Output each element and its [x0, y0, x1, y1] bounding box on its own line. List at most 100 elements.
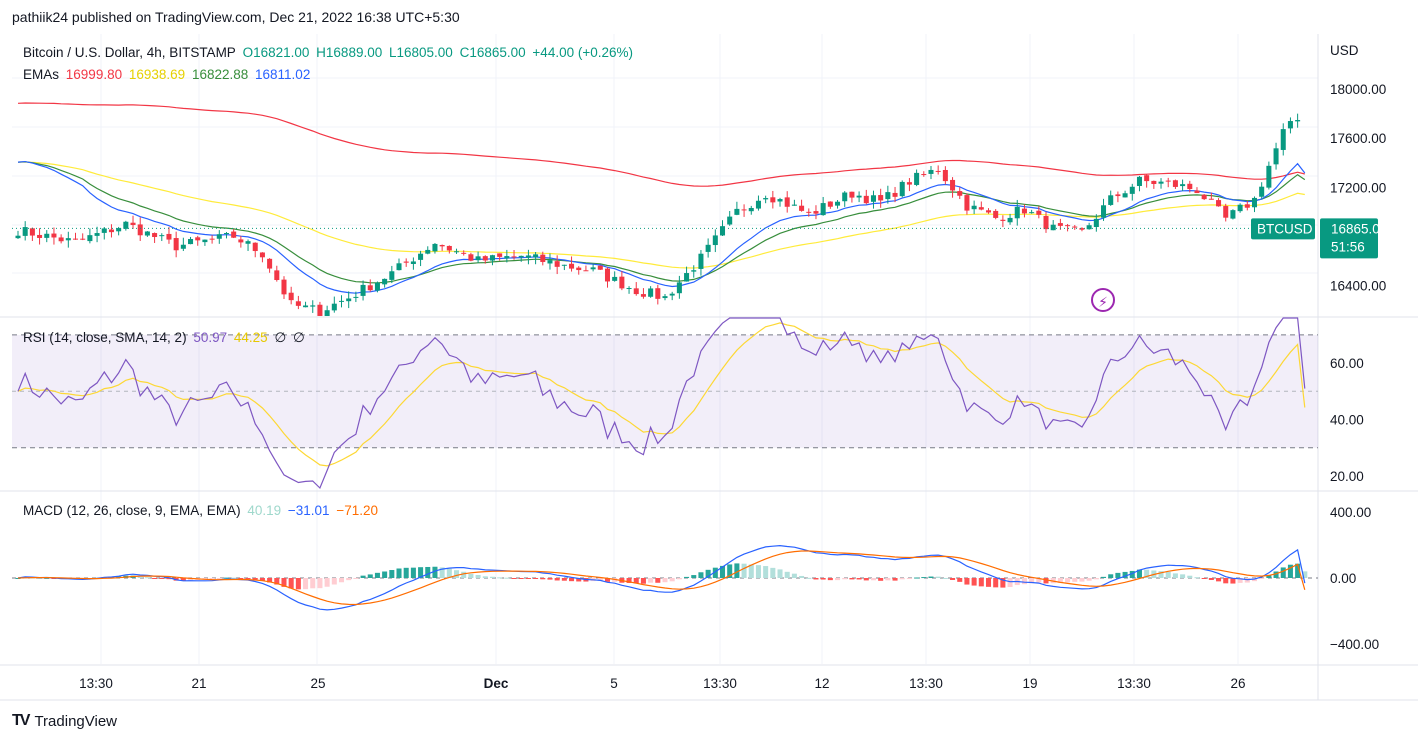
macd-histogram-bar — [655, 578, 661, 583]
candle-body — [1180, 184, 1186, 187]
candle-body — [971, 205, 977, 210]
macd-histogram-bar — [957, 578, 963, 582]
candle-body — [1036, 210, 1042, 215]
macd-histogram-bar — [712, 567, 718, 578]
macd-histogram-bar — [137, 576, 143, 578]
candle-body — [425, 249, 431, 254]
ema-line-2 — [17, 161, 1305, 269]
macd-histogram-bar — [338, 578, 345, 583]
macd-histogram-bar — [1172, 573, 1178, 578]
time-tick-label: 19 — [1022, 676, 1037, 691]
macd-histogram-bar — [648, 578, 654, 583]
candle-body — [576, 267, 582, 271]
candle-body — [1158, 181, 1164, 184]
macd-histogram-bar — [1287, 564, 1293, 578]
macd-histogram-bar — [698, 572, 704, 578]
macd-histogram-bar — [806, 577, 812, 579]
macd-histogram-bar — [1144, 569, 1150, 578]
macd-histogram-bar — [1302, 571, 1308, 578]
candle-body — [669, 293, 675, 296]
macd-legend[interactable]: MACD (12, 26, close, 9, EMA, EMA) 40.19 … — [23, 503, 381, 518]
candle-body — [159, 235, 165, 237]
macd-histogram-bar — [44, 577, 50, 579]
macd-histogram-bar — [482, 576, 488, 578]
candle-body — [1136, 176, 1142, 186]
macd-histogram-bar — [525, 578, 531, 579]
time-tick-label: Dec — [484, 676, 509, 691]
candle-body — [1216, 200, 1222, 207]
macd-signal-value: −71.20 — [336, 503, 378, 518]
macd-histogram-bar — [468, 573, 474, 578]
symbol-legend[interactable]: Bitcoin / U.S. Dollar, 4h, BITSTAMP O168… — [23, 45, 636, 60]
candle-body — [65, 238, 71, 241]
rsi-line — [17, 317, 1306, 490]
macd-histogram-bar — [439, 567, 445, 578]
rsi-tick-label: 60.00 — [1330, 356, 1364, 371]
time-tick-label: 13:30 — [909, 676, 943, 691]
macd-histogram-bar — [1201, 578, 1207, 579]
candle-body — [1057, 223, 1063, 226]
open-value: O16821.00 — [242, 45, 310, 60]
candle-body — [94, 233, 100, 236]
macd-histogram-bar — [1129, 570, 1135, 578]
rsi-value: 50.97 — [193, 330, 228, 345]
macd-histogram-bar — [978, 578, 984, 587]
macd-histogram-bar — [1029, 578, 1035, 584]
macd-histogram-bar — [238, 578, 244, 579]
candle-body — [482, 256, 488, 261]
lightning-icon[interactable]: ⚡ — [1091, 288, 1115, 312]
macd-histogram-bar — [1057, 578, 1063, 583]
macd-histogram-bar — [878, 578, 884, 581]
macd-histogram-bar — [719, 565, 726, 578]
candle-body — [928, 169, 934, 174]
macd-histogram-bar — [993, 578, 999, 588]
macd-histogram-bar — [159, 578, 165, 579]
symbol-tag — [1251, 218, 1315, 240]
candle-body — [310, 305, 316, 307]
candle-body — [360, 284, 366, 296]
candle-body — [640, 294, 646, 297]
rsi-sma-line — [17, 322, 1306, 467]
candle-body — [569, 263, 575, 269]
candle-body — [418, 253, 424, 260]
candle-body — [547, 260, 553, 264]
rsi-tick-label: 40.00 — [1330, 413, 1364, 428]
candle-body — [755, 200, 761, 209]
candle-body — [856, 195, 862, 198]
macd-histogram-bar — [231, 577, 237, 579]
macd-histogram-bar — [418, 567, 424, 578]
ema-legend[interactable]: EMAs 16999.80 16938.69 16822.88 16811.02 — [23, 67, 313, 82]
candle-body — [245, 241, 251, 244]
macd-histogram-bar — [1165, 571, 1171, 578]
candle-body — [1201, 194, 1207, 200]
candle-body — [1072, 226, 1078, 228]
candle-body — [662, 296, 668, 299]
macd-hist-value: 40.19 — [247, 503, 282, 518]
macd-histogram-bar — [144, 577, 150, 579]
tradingview-logo[interactable]: TV TradingView — [12, 712, 117, 730]
macd-histogram-bar — [662, 578, 668, 583]
candle-body — [878, 195, 884, 201]
macd-histogram-bar — [209, 578, 215, 580]
ema-value-1: 16999.80 — [65, 67, 123, 82]
macd-histogram-bar — [921, 577, 927, 579]
candle-body — [1086, 225, 1092, 230]
candle-body — [1014, 206, 1020, 219]
candle-body — [144, 231, 150, 236]
macd-histogram-bar — [1007, 578, 1013, 587]
candle-body — [58, 237, 64, 242]
macd-histogram-bar — [1021, 578, 1027, 585]
rsi-legend[interactable]: RSI (14, close, SMA, 14, 2) 50.97 44.25 … — [23, 330, 308, 346]
candle-body — [403, 261, 409, 263]
candle-body — [130, 222, 136, 226]
time-tick-label: 13:30 — [79, 676, 113, 691]
macd-histogram-bar — [295, 578, 301, 590]
macd-pane — [12, 544, 1318, 611]
macd-histogram-bar — [1122, 571, 1128, 578]
macd-histogram-bar — [353, 578, 359, 579]
macd-histogram-bar — [1295, 563, 1301, 578]
last-price-label: 16865.00 — [1331, 221, 1387, 236]
macd-histogram-bar — [569, 578, 575, 582]
price-tick-label: 16400.00 — [1330, 278, 1386, 293]
